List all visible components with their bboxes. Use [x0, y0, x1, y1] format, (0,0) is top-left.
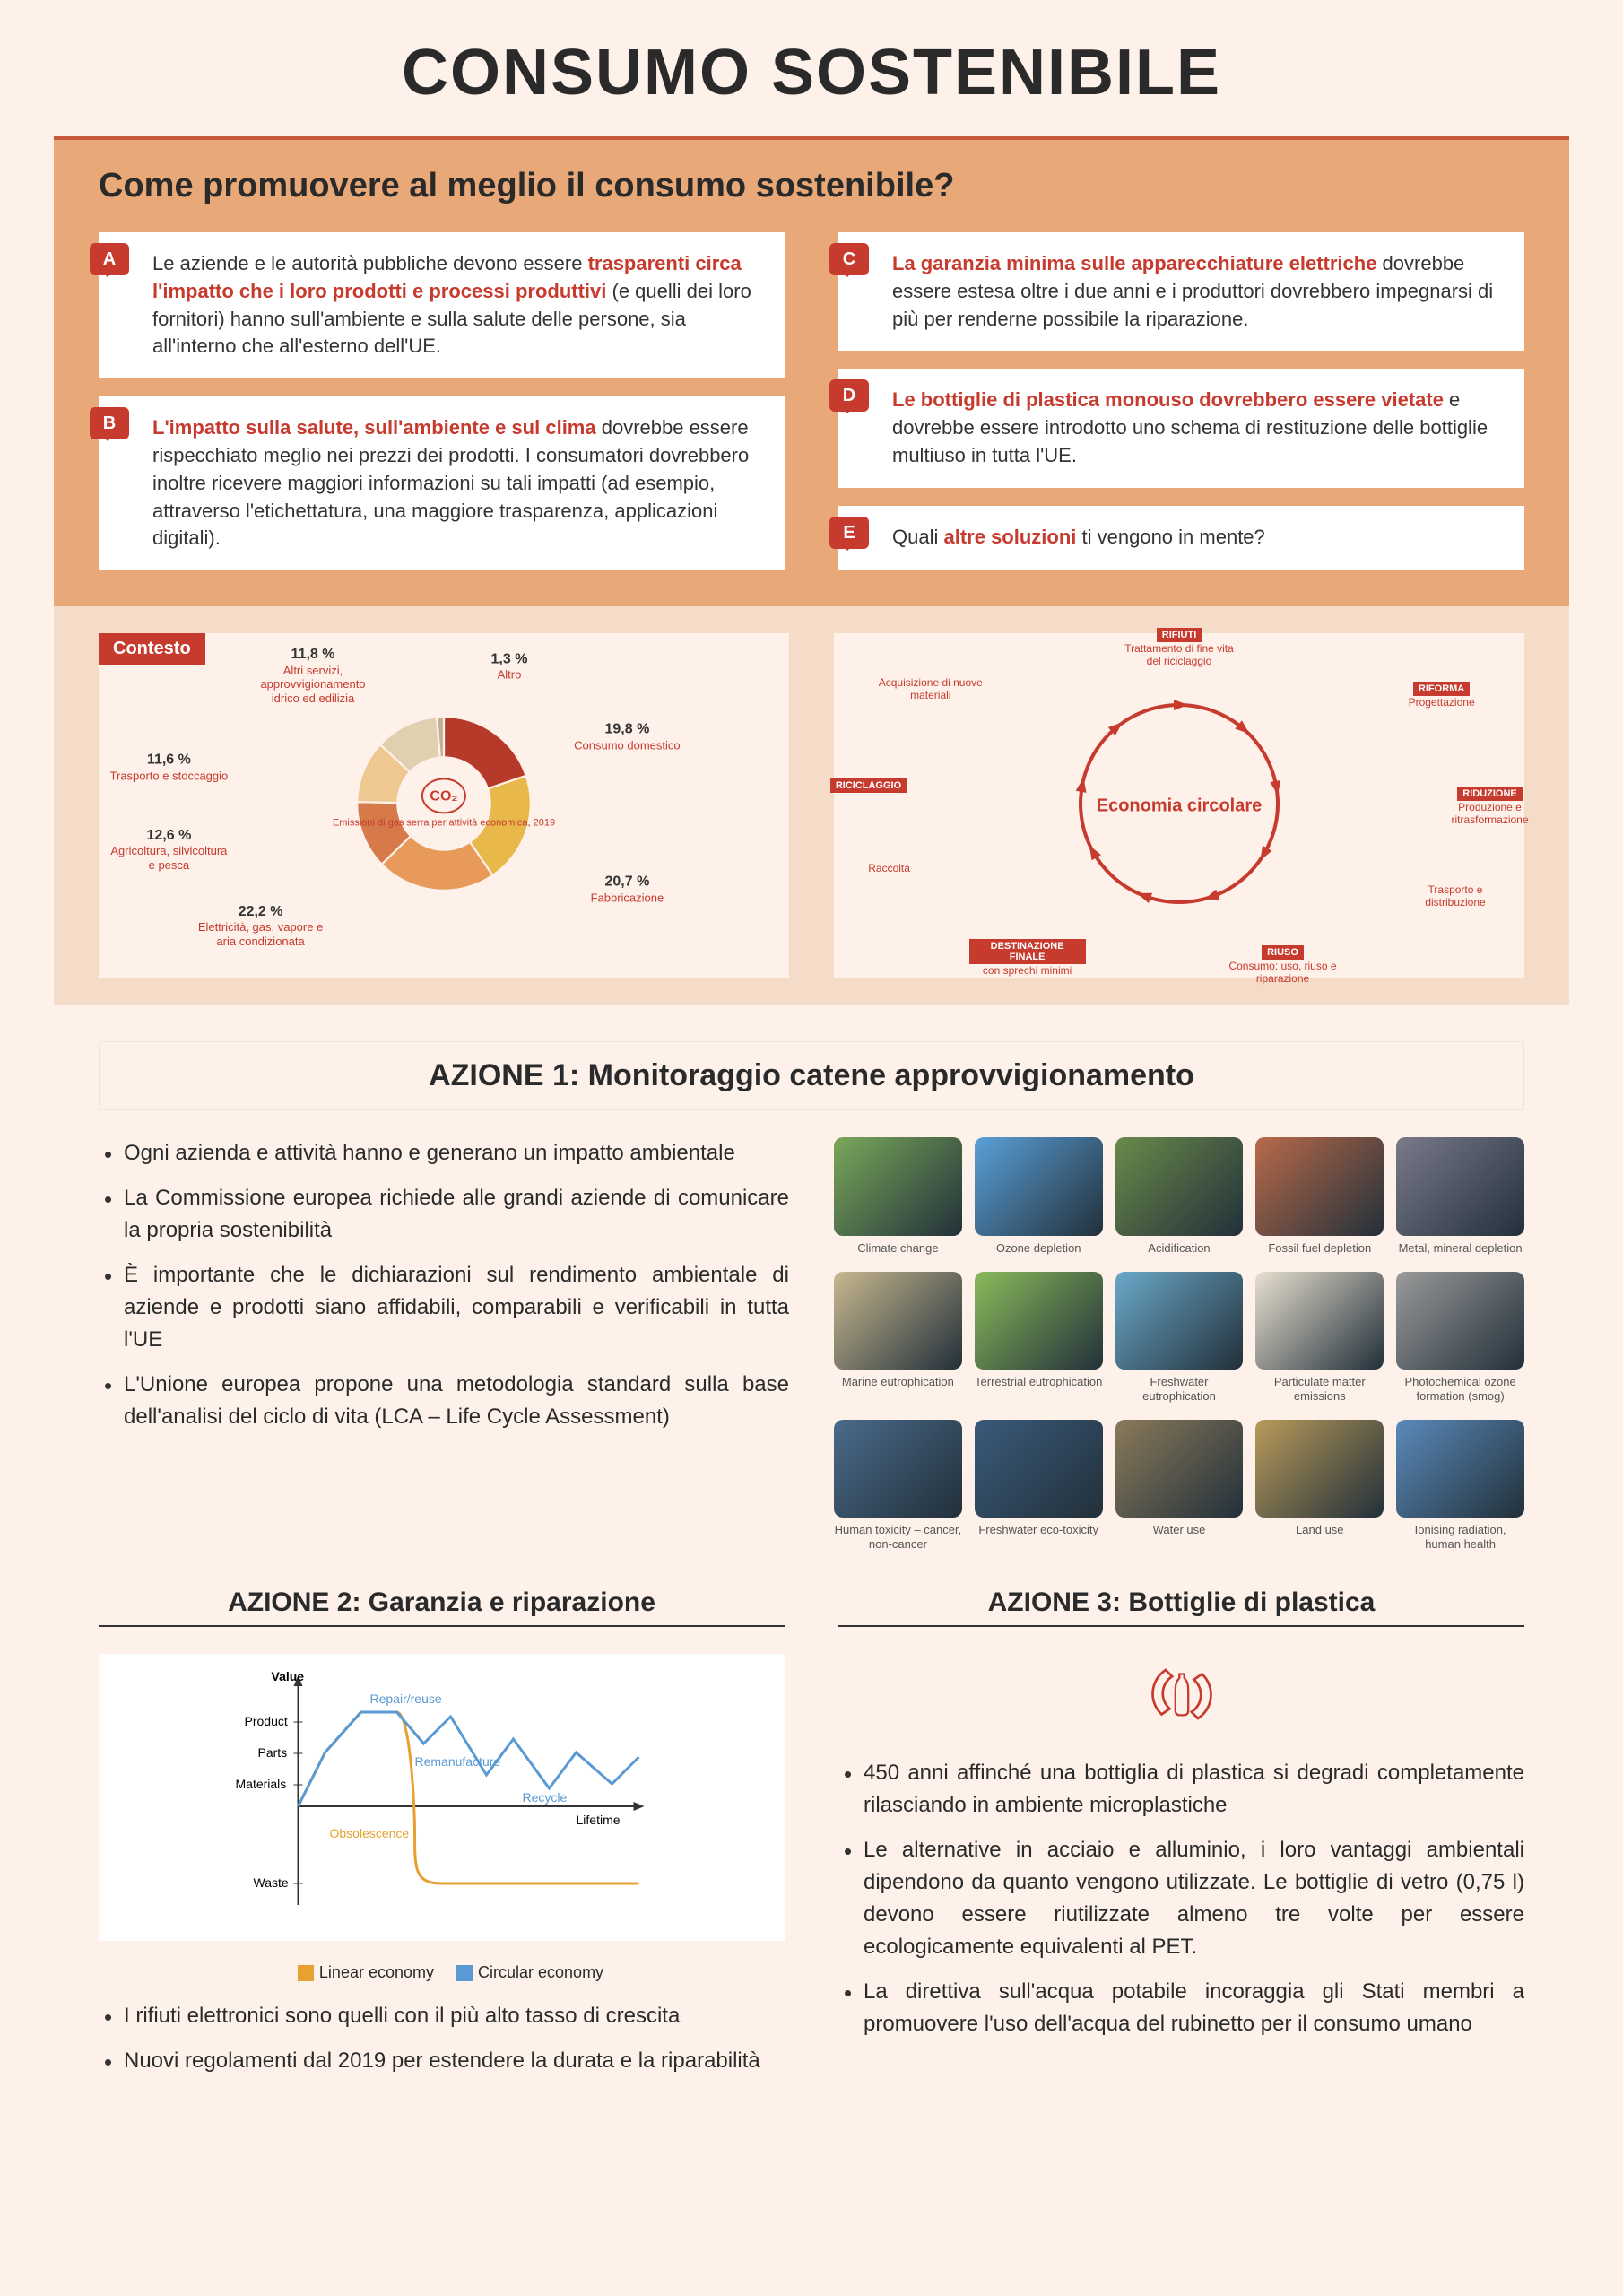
action1-bullets: Ogni azienda e attività hanno e generano… [99, 1137, 789, 1446]
value-lifetime-chart: Value Product Parts Materials Waste Life… [99, 1654, 785, 1941]
bullet-item: È importante che le dichiarazioni sul re… [99, 1259, 789, 1356]
bullet-item: Nuovi regolamenti dal 2019 per estendere… [99, 2045, 785, 2077]
circular-node-label: Trasporto e distribuzione [1397, 883, 1514, 909]
badge-b: B [90, 407, 129, 439]
lca-icon-cell: Acidification [1115, 1137, 1244, 1255]
circular-node-label: Acquisizione di nuove materiali [872, 676, 989, 701]
svg-text:Product: Product [245, 1714, 288, 1728]
card-b: B L'impatto sulla salute, sull'ambiente … [99, 396, 785, 570]
circular-node-label: RIDUZIONEProduzione e ritrasformazione [1432, 787, 1549, 826]
page-title: CONSUMO SOSTENIBILE [54, 36, 1569, 109]
circular-node-label: RIFIUTITrattamento di fine vita del rici… [1121, 628, 1237, 667]
circular-node-label: RIFORMAProgettazione [1384, 682, 1500, 709]
donut-slice-label: 19,8 %Consumo domestico [564, 721, 690, 752]
circular-node-label: Raccolta [831, 862, 948, 874]
svg-text:Obsolescence: Obsolescence [330, 1826, 410, 1840]
circular-node-label: RICICLAGGIO [811, 778, 927, 793]
card-a: A Le aziende e le autorità pubbliche dev… [99, 232, 785, 378]
action3-column: AZIONE 3: Bottiglie di plastica 450 anni… [838, 1587, 1524, 2090]
lca-icon-cell: Freshwater eco-toxicity [975, 1420, 1103, 1552]
donut-slice-label: 1,3 %Altro [447, 651, 572, 683]
bullet-item: L'Unione europea propone una metodologia… [99, 1369, 789, 1433]
donut-slice-label: 20,7 %Fabbricazione [564, 874, 690, 905]
svg-text:Remanufacture: Remanufacture [415, 1754, 501, 1769]
promo-section: Come promuovere al meglio il consumo sos… [54, 140, 1569, 606]
card-c: C La garanzia minima sulle apparecchiatu… [838, 232, 1524, 351]
action2-bullets: I rifiuti elettronici sono quelli con il… [99, 2000, 785, 2077]
bullet-item: 450 anni affinché una bottiglia di plast… [838, 1757, 1524, 1822]
donut-slice-label: 12,6 %Agricoltura, silvicoltura e pesca [106, 827, 231, 872]
lca-icon-cell: Water use [1115, 1420, 1244, 1552]
bullet-item: Le alternative in acciaio e alluminio, i… [838, 1834, 1524, 1963]
lca-icon-cell: Particulate matter emissions [1255, 1272, 1384, 1404]
badge-a: A [90, 243, 129, 275]
donut-slice-label: 11,8 %Altri servizi, approvvigionamento … [250, 646, 376, 705]
lca-icon-cell: Climate change [834, 1137, 962, 1255]
lca-icon-cell: Human toxicity – cancer, non-cancer [834, 1420, 962, 1552]
lca-icon-cell: Terrestrial eutrophication [975, 1272, 1103, 1404]
lca-icon-cell: Metal, mineral depletion [1396, 1137, 1524, 1255]
lca-icon-cell: Photochemical ozone formation (smog) [1396, 1272, 1524, 1404]
circular-center-label: Economia circolare [1097, 796, 1263, 816]
donut-panel: Contesto CO₂ Emissioni di gas serra per … [99, 633, 789, 978]
badge-e: E [829, 517, 869, 549]
bottle-recycle-icon [1141, 1654, 1222, 1735]
lca-icon-cell: Marine eutrophication [834, 1272, 962, 1404]
svg-text:Parts: Parts [258, 1745, 288, 1760]
action2-column: AZIONE 2: Garanzia e riparazione Value P… [99, 1587, 785, 2090]
svg-text:Materials: Materials [236, 1777, 287, 1791]
donut-center: CO₂ Emissioni di gas serra per attività … [333, 778, 555, 830]
svg-text:Lifetime: Lifetime [577, 1813, 621, 1827]
bullet-item: La direttiva sull'acqua potabile incorag… [838, 1976, 1524, 2040]
badge-c: C [829, 243, 869, 275]
circular-panel: Economia circolare RIFIUTITrattamento di… [834, 633, 1524, 978]
svg-text:Value: Value [272, 1669, 305, 1683]
svg-text:Waste: Waste [254, 1875, 289, 1890]
circular-node-label: RIUSOConsumo: uso, riuso e riparazione [1225, 945, 1341, 985]
bullet-item: I rifiuti elettronici sono quelli con il… [99, 2000, 785, 2032]
lca-icon-cell: Fossil fuel depletion [1255, 1137, 1384, 1255]
bullet-item: Ogni azienda e attività hanno e generano… [99, 1137, 789, 1170]
action3-bullets: 450 anni affinché una bottiglia di plast… [838, 1757, 1524, 2040]
bullet-item: La Commissione europea richiede alle gra… [99, 1182, 789, 1247]
action2-title: AZIONE 2: Garanzia e riparazione [99, 1587, 785, 1627]
circular-node-label: DESTINAZIONE FINALEcon sprechi minimi [969, 939, 1086, 977]
card-e: E Quali altre soluzioni ti vengono in me… [838, 506, 1524, 570]
svg-text:Repair/reuse: Repair/reuse [370, 1692, 442, 1706]
donut-slice-label: 22,2 %Elettricità, gas, vapore e aria co… [198, 903, 324, 948]
lca-icon-grid: Climate changeOzone depletionAcidificati… [834, 1137, 1524, 1552]
context-section: Contesto CO₂ Emissioni di gas serra per … [54, 606, 1569, 1005]
card-d: D Le bottiglie di plastica monouso dovre… [838, 369, 1524, 487]
badge-d: D [829, 379, 869, 412]
donut-slice-label: 11,6 %Trasporto e stoccaggio [106, 752, 231, 783]
lca-icon-cell: Ozone depletion [975, 1137, 1103, 1255]
chart-legend: Linear economy Circular economy [99, 1963, 785, 1982]
action1-title: AZIONE 1: Monitoraggio catene approvvigi… [99, 1041, 1524, 1110]
lca-icon-cell: Land use [1255, 1420, 1384, 1552]
svg-text:Recycle: Recycle [523, 1790, 568, 1805]
lca-icon-cell: Ionising radiation, human health [1396, 1420, 1524, 1552]
lca-icon-cell: Freshwater eutrophication [1115, 1272, 1244, 1404]
section-subtitle: Come promuovere al meglio il consumo sos… [99, 167, 1524, 205]
action3-title: AZIONE 3: Bottiglie di plastica [838, 1587, 1524, 1627]
